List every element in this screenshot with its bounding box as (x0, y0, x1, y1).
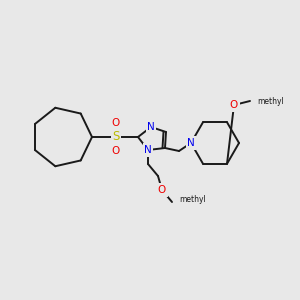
Text: O: O (230, 100, 238, 110)
Text: O: O (112, 118, 120, 128)
Text: N: N (147, 122, 155, 132)
Text: S: S (112, 130, 120, 143)
Text: O: O (112, 146, 120, 156)
Text: O: O (158, 185, 166, 195)
Text: N: N (144, 145, 152, 155)
Text: methyl: methyl (179, 196, 206, 205)
Text: N: N (187, 138, 195, 148)
Text: methyl: methyl (257, 97, 284, 106)
